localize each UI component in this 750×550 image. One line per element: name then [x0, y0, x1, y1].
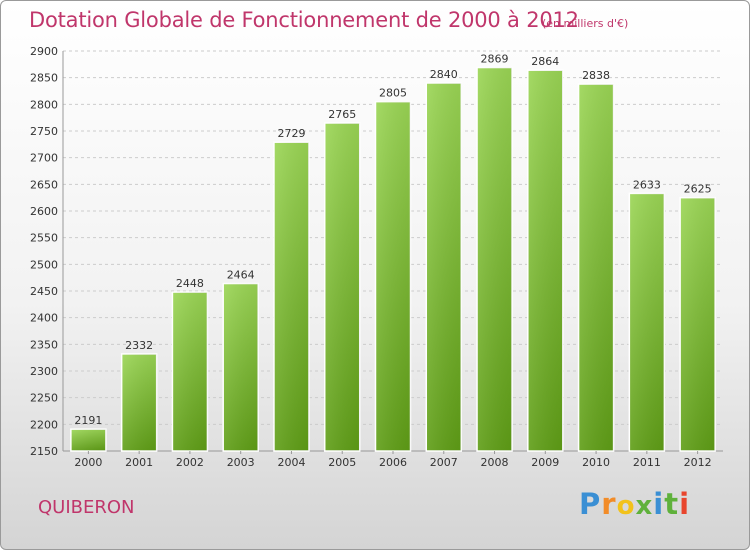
- value-label: 2869: [481, 53, 509, 66]
- value-labels: 2191 2332 2448 2464 2729 2765 2805 2840 2869 2864…: [74, 53, 711, 428]
- y-tick-label: 2400: [30, 312, 58, 325]
- bar-shade-2010: [578, 84, 614, 452]
- y-tick-label: 2550: [30, 232, 58, 245]
- y-axis: 2150 2200 2250 2300 2350 2400 2450 2500 2550 2600…: [30, 45, 723, 458]
- bar-shade-2002: [172, 292, 208, 451]
- y-tick-label: 2650: [30, 178, 58, 191]
- bar-shade-2005: [324, 123, 360, 451]
- logo-letter: r: [601, 487, 617, 521]
- value-label: 2729: [277, 127, 305, 140]
- x-tick-label: 2005: [328, 456, 356, 469]
- x-tick-label: 2009: [531, 456, 559, 469]
- value-label: 2765: [328, 108, 356, 121]
- bar-shade-2007: [426, 83, 462, 451]
- bars: [70, 66, 716, 452]
- bar-shade-2004: [273, 142, 309, 451]
- y-tick-label: 2250: [30, 392, 58, 405]
- y-tick-label: 2150: [30, 445, 58, 458]
- value-label: 2332: [125, 339, 153, 352]
- value-label: 2633: [633, 178, 661, 191]
- value-label: 2464: [227, 269, 255, 282]
- value-label: 2805: [379, 87, 407, 100]
- value-label: 2864: [531, 55, 559, 68]
- x-tick-label: 2011: [633, 456, 661, 469]
- x-tick-label: 2006: [379, 456, 407, 469]
- y-tick-label: 2200: [30, 418, 58, 431]
- bar-shade-2000: [70, 429, 106, 451]
- bar-shade-2009: [527, 70, 563, 451]
- y-tick-label: 2350: [30, 338, 58, 351]
- value-label: 2448: [176, 277, 204, 290]
- chart-unit: (en milliers d'€): [542, 17, 629, 30]
- y-tick-label: 2900: [30, 45, 58, 58]
- value-label: 2625: [684, 183, 712, 196]
- logo-letter: o: [616, 491, 636, 521]
- y-tick-label: 2600: [30, 205, 58, 218]
- y-tick-label: 2300: [30, 365, 58, 378]
- x-tick-label: 2007: [430, 456, 458, 469]
- logo-letter: i: [679, 487, 691, 521]
- x-tick-label: 2008: [481, 456, 509, 469]
- city-name: QUIBERON: [38, 497, 135, 518]
- logo-letter: t: [664, 487, 680, 521]
- y-tick-label: 2700: [30, 152, 58, 165]
- proxiti-logo: Proxiti: [579, 487, 690, 521]
- bar-shade-2006: [375, 101, 411, 452]
- x-tick-label: 2010: [582, 456, 610, 469]
- value-label: 2838: [582, 69, 610, 82]
- x-tick-label: 2004: [277, 456, 305, 469]
- bar-shade-2008: [477, 67, 513, 452]
- bar-chart: 2150 2200 2250 2300 2350 2400 2450 2500 2550 2600…: [30, 45, 723, 469]
- y-tick-label: 2800: [30, 98, 58, 111]
- bar-shade-2011: [629, 193, 665, 451]
- y-tick-label: 2750: [30, 125, 58, 138]
- y-tick-label: 2850: [30, 72, 58, 85]
- x-tick-label: 2003: [227, 456, 255, 469]
- bar-shade-2003: [223, 283, 259, 451]
- y-tick-label: 2450: [30, 285, 58, 298]
- bar-shade-2001: [121, 353, 157, 451]
- y-tick-label: 2500: [30, 258, 58, 271]
- x-tick-label: 2002: [176, 456, 204, 469]
- x-axis: 2000 2001 2002 2003 2004 2005 2006 2007 2008 2009…: [74, 451, 712, 469]
- x-tick-label: 2001: [125, 456, 153, 469]
- value-label: 2191: [74, 414, 102, 427]
- x-tick-label: 2000: [74, 456, 102, 469]
- logo-letter: x: [635, 491, 654, 521]
- x-tick-label: 2012: [684, 456, 712, 469]
- logo-letter: P: [579, 487, 602, 521]
- bar-shade-2012: [680, 197, 716, 451]
- chart-title: Dotation Globale de Fonctionnement de 20…: [29, 8, 579, 32]
- logo-letter: i: [653, 487, 665, 521]
- value-label: 2840: [430, 68, 458, 81]
